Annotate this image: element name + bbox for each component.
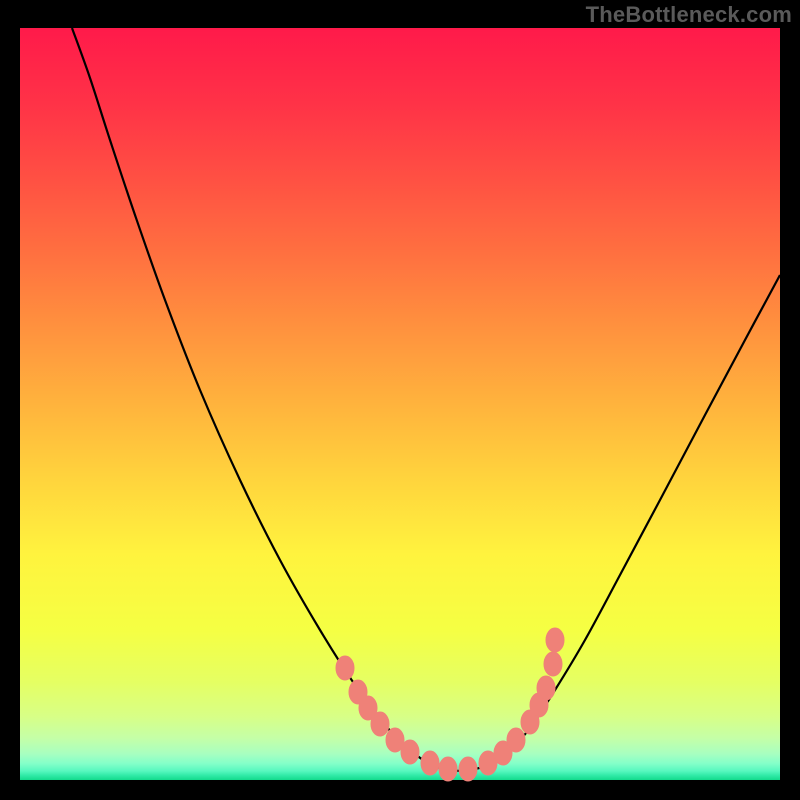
bottleneck-chart	[0, 0, 800, 800]
data-marker	[537, 676, 555, 700]
watermark-text: TheBottleneck.com	[586, 2, 792, 28]
data-marker	[507, 728, 525, 752]
data-marker	[371, 712, 389, 736]
data-marker	[546, 628, 564, 652]
chart-container: TheBottleneck.com	[0, 0, 800, 800]
plot-background	[20, 28, 780, 780]
data-marker	[401, 740, 419, 764]
data-marker	[336, 656, 354, 680]
data-marker	[421, 751, 439, 775]
data-marker	[544, 652, 562, 676]
data-marker	[459, 757, 477, 781]
data-marker	[439, 757, 457, 781]
